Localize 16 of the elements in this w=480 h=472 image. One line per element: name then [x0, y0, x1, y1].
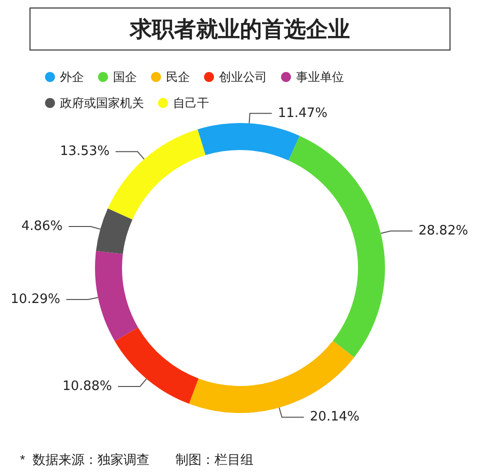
data-label: 4.86% — [21, 218, 63, 234]
data-label: 11.47% — [278, 106, 328, 121]
legend-label: 创业公司 — [219, 70, 267, 84]
text: * 数据来源：独家调查 制图：栏目组 — [20, 452, 254, 467]
data-label: 10.29% — [10, 292, 60, 308]
legend-label: 国企 — [113, 70, 137, 84]
legend-label: 外企 — [60, 70, 84, 84]
data-label: 20.14% — [310, 410, 360, 425]
legend-label: 事业单位 — [296, 70, 344, 84]
chart-title: 求职者就业的首选企业 — [129, 18, 350, 42]
legend-label: 自己干 — [173, 96, 209, 110]
data-label: 28.82% — [418, 223, 468, 238]
legend-label: 政府或国家机关 — [60, 96, 144, 110]
data-label: 13.53% — [60, 144, 110, 160]
data-label: 10.88% — [62, 378, 112, 394]
legend-label: 民企 — [166, 70, 190, 84]
